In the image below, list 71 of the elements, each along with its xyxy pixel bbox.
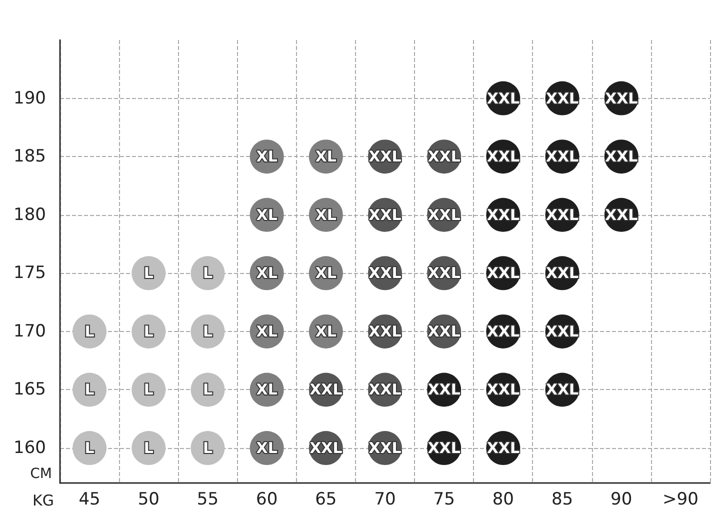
y-tick-label: 165 [14,380,46,400]
y-tick-label: 175 [14,263,46,284]
data-label: XXL [546,380,580,399]
data-label: XXL [368,264,402,282]
x-tick-label: 50 [138,490,160,510]
data-label: XXL [310,439,343,458]
data-label: L [144,380,154,399]
x-tick-label: 65 [315,490,337,510]
data-label: XXL [605,206,638,224]
data-label: L [144,264,154,282]
x-tick-label: 60 [256,490,278,510]
data-label: XXL [546,89,580,108]
data-label: XL [315,206,337,224]
x-tick-label: 90 [610,490,632,510]
data-label: XXL [428,148,461,166]
data-label: XL [256,322,278,340]
data-label: L [202,264,213,282]
data-label: XXL [486,322,520,340]
data-label: XL [256,439,278,458]
data-label: L [202,322,213,340]
data-label: XL [256,148,278,166]
y-tick-label: 170 [14,321,46,342]
data-label: L [202,439,213,458]
x-tick-label: 55 [196,490,219,510]
x-tick-label: 70 [374,490,396,510]
data-label: XXL [546,206,580,224]
y-tick-label: 190 [14,88,46,108]
data-label: XL [256,380,278,399]
data-label: L [202,380,213,399]
x-axis-title: KG [32,492,54,510]
data-label: L [84,322,95,340]
data-label: XXL [486,206,520,224]
data-label: XXL [368,206,402,224]
y-tick-label: 180 [14,204,46,225]
data-label: XXL [546,264,580,282]
data-label: XXL [486,380,520,399]
x-tick-label: 80 [492,490,514,510]
data-label: XXL [368,439,402,458]
x-tick-label: >90 [662,490,698,510]
y-tick-label: 160 [14,438,46,458]
x-tick-label: 75 [433,490,455,510]
data-label: XXL [368,322,402,340]
data-label: XXL [368,148,402,166]
data-label: XXL [486,439,520,458]
data-label: XXL [368,380,402,399]
data-label: XL [256,264,278,282]
data-label: XXL [546,148,580,166]
data-label: XXL [428,206,461,224]
data-label: XXL [486,89,520,108]
data-label: XXL [605,148,638,166]
x-tick-label: 45 [78,490,100,510]
data-label: XXL [428,264,461,282]
data-label: L [144,439,154,458]
data-label: XL [315,322,337,340]
data-label: L [84,439,95,458]
data-label: XXL [546,322,580,340]
data-label: XXL [310,380,343,399]
data-label: XXL [486,264,520,282]
data-label: L [84,380,95,399]
data-label: XXL [428,380,461,399]
data-label: XXL [486,148,520,166]
data-label: XXL [605,89,638,108]
data-label: XL [315,264,337,282]
data-label: XXL [428,322,461,340]
data-label: XL [315,148,337,166]
data-label: L [144,322,154,340]
y-tick-label: 185 [14,146,46,167]
data-label: XXL [428,439,461,458]
y-axis-title: CM [30,466,52,482]
x-tick-label: 85 [551,490,574,510]
data-label: XL [256,206,278,224]
